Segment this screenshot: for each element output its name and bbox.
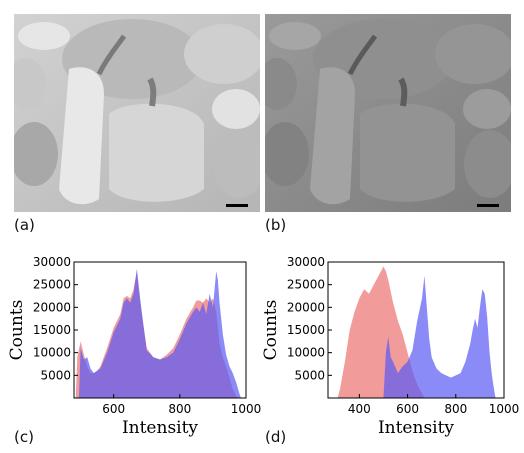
chart-c-ytick: 10000: [33, 346, 78, 360]
chart-d-ytick: 25000: [287, 278, 332, 292]
peppers-photo-icon: [14, 14, 260, 212]
chart-d-series-1-area: [337, 266, 425, 398]
chart-d-xlabel: Intensity: [378, 418, 454, 438]
chart-d-ytick-label: 15000: [287, 323, 325, 337]
chart-c-ytick-label: 25000: [33, 278, 71, 292]
chart-c-ytick: 15000: [33, 323, 78, 337]
chart-d-xtick: 1000: [489, 394, 520, 416]
chart-d-series-2-area: [383, 275, 496, 398]
chart-d-ytick-label: 30000: [287, 255, 325, 269]
panel-label-b: (b): [265, 216, 287, 234]
chart-d-ytick-label: 10000: [287, 346, 325, 360]
chart-c-ytick-label: 30000: [33, 255, 71, 269]
chart-d-ytick: 30000: [287, 255, 332, 269]
chart-c-ytick-label: 5000: [40, 368, 71, 382]
photo-b: [265, 14, 511, 212]
chart-c-ytick: 25000: [33, 278, 78, 292]
chart-d-ytick-label: 5000: [294, 368, 325, 382]
chart-d-ytick: 15000: [287, 323, 332, 337]
chart-c-xtick: 1000: [231, 394, 262, 416]
chart-d: 5000 10000 15000 20000 25000 30000 400 600 800 10…: [262, 255, 520, 438]
chart-c: 5000 10000 15000 20000 25000 30000 600 800 1000 I…: [7, 255, 262, 438]
chart-d-xtick: 800: [444, 394, 467, 416]
panel-label-c: (c): [14, 428, 34, 446]
chart-c-ytick-label: 20000: [33, 300, 71, 314]
chart-c-xtick-label: 1000: [231, 402, 262, 416]
chart-c-xtick-label: 800: [168, 402, 191, 416]
chart-c-xtick: 600: [102, 394, 125, 416]
chart-c-series-2-area: [78, 268, 242, 398]
chart-c-ytick-label: 10000: [33, 346, 71, 360]
chart-d-xtick-label: 800: [444, 402, 467, 416]
chart-c-xlabel: Intensity: [122, 418, 198, 438]
panel-label-d: (d): [265, 428, 287, 446]
chart-c-xtick-label: 600: [102, 402, 125, 416]
chart-d-xtick-label: 1000: [489, 402, 520, 416]
panel-label-a: (a): [14, 216, 35, 234]
chart-c-ytick: 5000: [40, 368, 78, 382]
chart-c-ylabel: Counts: [7, 300, 27, 361]
chart-c-ytick: 20000: [33, 300, 78, 314]
chart-c-ytick: 30000: [33, 255, 78, 269]
chart-d-ytick-label: 20000: [287, 300, 325, 314]
photo-a: [14, 14, 260, 212]
chart-d-ytick-label: 25000: [287, 278, 325, 292]
chart-c-xtick: 800: [168, 394, 191, 416]
chart-d-xtick: 400: [348, 394, 371, 416]
chart-d-ytick: 10000: [287, 346, 332, 360]
chart-d-xtick-label: 400: [348, 402, 371, 416]
chart-c-ytick-label: 15000: [33, 323, 71, 337]
peppers-processed-photo-icon: [265, 14, 511, 212]
chart-d-ylabel: Counts: [262, 300, 281, 361]
chart-d-xtick-label: 600: [396, 402, 419, 416]
chart-d-xtick: 600: [396, 394, 419, 416]
chart-d-ytick: 5000: [294, 368, 332, 382]
chart-d-ytick: 20000: [287, 300, 332, 314]
